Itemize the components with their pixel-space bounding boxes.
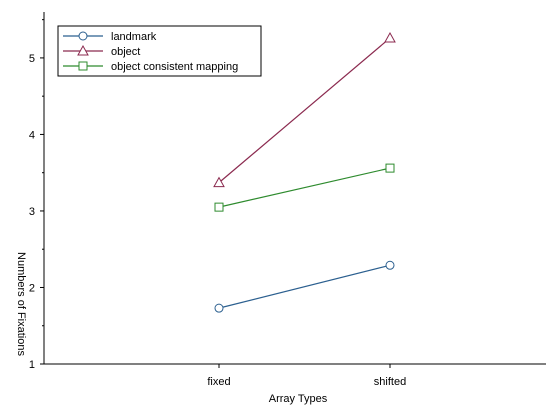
y-tick-label: 3 [29,206,35,218]
y-axis-ticks: 1 2 3 4 5 [29,19,44,371]
data-point-landmark [214,303,224,313]
data-point-object-consistent-mapping [214,202,224,212]
series-line-landmark [218,264,391,309]
series-landmark [214,260,395,313]
data-point-object [384,31,396,43]
series-line-object-consistent-mapping [218,167,391,208]
data-point-landmark [385,260,395,270]
x-tick-label: shifted [374,376,406,388]
legend-label-landmark: landmark [111,31,157,43]
y-tick-label: 1 [29,359,35,371]
x-axis-title: Array Types [269,393,328,405]
legend-marker-object-consistent-mapping [78,61,88,71]
chart-series [213,31,396,313]
legend: landmark object object consistent mapping [57,25,262,77]
x-tick-label: fixed [207,376,230,388]
y-tick-label: 4 [29,129,35,141]
x-axis-ticks: fixed shifted [207,364,406,388]
data-point-object [213,176,225,188]
series-object [213,31,396,188]
legend-label-object: object [111,46,140,58]
y-axis-title: Numbers of Fixations [15,252,27,356]
chart-axes [43,12,546,365]
legend-label-object-consistent-mapping: object consistent mapping [111,61,238,73]
y-tick-label: 2 [29,282,35,294]
series-line-object [218,37,391,184]
legend-marker-object [77,44,89,56]
data-point-object-consistent-mapping [385,163,395,173]
series-object-consistent-mapping [214,163,395,212]
y-tick-label: 5 [29,53,35,65]
legend-marker-landmark [78,31,88,41]
